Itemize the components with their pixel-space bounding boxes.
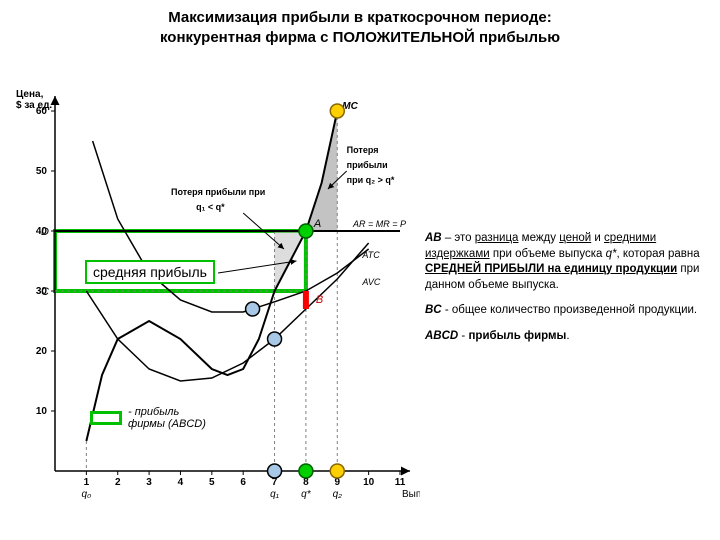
title-l2: конкурентная фирма с ПОЛОЖИТЕЛЬНОЙ прибы… [160, 29, 560, 46]
svg-text:20: 20 [36, 346, 48, 357]
desc-p1: AB – это разница между ценой и средними … [425, 231, 702, 293]
legend: - прибыль фирмы (ABCD) [90, 406, 206, 430]
svg-text:50: 50 [36, 166, 48, 177]
legend-swatch [90, 411, 122, 425]
slide-title: Максимизация прибыли в краткосрочном пер… [0, 0, 720, 51]
legend-text: - прибыль фирмы (ABCD) [128, 406, 206, 430]
svg-text:при q₂ > q*: при q₂ > q* [347, 175, 395, 185]
svg-text:ATC: ATC [361, 250, 380, 260]
svg-text:Выпуск: Выпуск [402, 489, 420, 500]
svg-text:Потеря: Потеря [347, 145, 379, 155]
svg-text:4: 4 [178, 477, 184, 488]
svg-text:q₀: q₀ [81, 489, 91, 500]
svg-text:10: 10 [363, 477, 375, 488]
svg-text:10: 10 [36, 406, 48, 417]
svg-text:A: A [313, 218, 321, 230]
svg-text:B: B [316, 294, 323, 306]
svg-text:AVC: AVC [361, 277, 381, 287]
chart-area: 1020304050601234567891011q₀q₁q*q₂ВыпускM… [0, 51, 420, 511]
y-axis-label: Цена, $ за ед. [16, 89, 52, 111]
svg-text:q₂: q₂ [333, 489, 343, 500]
svg-text:C: C [41, 286, 49, 298]
svg-text:q₁: q₁ [270, 489, 279, 500]
svg-text:D: D [41, 226, 49, 238]
desc-p2: BC - общее количество произведенной прод… [425, 303, 702, 319]
svg-text:11: 11 [395, 477, 406, 488]
svg-text:1: 1 [84, 477, 90, 488]
svg-text:Потеря прибыли при: Потеря прибыли при [171, 187, 265, 197]
svg-text:q₁ < q*: q₁ < q* [196, 202, 225, 212]
svg-text:AR = MR = P: AR = MR = P [352, 219, 406, 229]
svg-text:q*: q* [301, 489, 312, 500]
avg-profit-label: средняя прибыль [85, 260, 215, 284]
svg-text:прибыли: прибыли [347, 160, 388, 170]
description: AB – это разница между ценой и средними … [420, 221, 710, 511]
svg-text:5: 5 [209, 477, 215, 488]
svg-text:6: 6 [240, 477, 246, 488]
desc-p3: ABCD - прибыль фирмы. [425, 329, 702, 345]
svg-text:3: 3 [146, 477, 152, 488]
svg-text:2: 2 [115, 477, 121, 488]
title-l1: Максимизация прибыли в краткосрочном пер… [168, 9, 552, 26]
